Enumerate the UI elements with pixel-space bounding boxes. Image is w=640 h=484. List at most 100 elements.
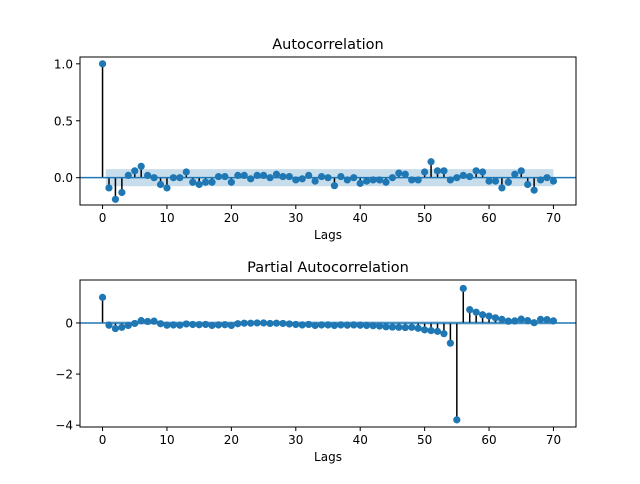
x-tick-label: 0 — [99, 433, 107, 447]
data-point — [240, 319, 248, 327]
x-axis-label: Lags — [314, 450, 342, 464]
data-point — [433, 167, 442, 175]
data-point — [156, 180, 165, 189]
x-tick-label: 50 — [417, 433, 432, 447]
data-point — [440, 167, 448, 175]
data-point — [137, 162, 145, 170]
y-tick-label: −2 — [55, 368, 73, 382]
data-point — [118, 323, 126, 331]
data-point — [446, 339, 454, 347]
data-point — [440, 330, 448, 338]
data-point — [272, 170, 281, 178]
data-point — [491, 177, 500, 185]
data-point — [478, 168, 487, 176]
x-tick-label: 10 — [159, 211, 174, 225]
data-point — [259, 171, 268, 179]
x-tick-label: 20 — [224, 433, 239, 447]
data-point — [253, 319, 261, 327]
data-point — [259, 319, 268, 327]
data-point — [427, 158, 435, 166]
x-tick-label: 30 — [288, 433, 303, 447]
data-point — [221, 172, 229, 181]
data-point — [363, 321, 371, 330]
data-point — [343, 176, 351, 184]
data-point — [356, 321, 364, 329]
data-point — [195, 321, 203, 329]
data-point — [504, 317, 512, 325]
data-point — [466, 172, 474, 181]
data-point — [214, 172, 223, 181]
data-point — [414, 176, 422, 184]
data-point — [227, 321, 235, 330]
data-point — [279, 172, 287, 181]
x-tick-label: 70 — [546, 211, 561, 225]
data-point — [131, 319, 139, 328]
data-point — [401, 170, 409, 178]
data-point — [208, 178, 216, 186]
data-point — [176, 321, 184, 329]
data-point — [388, 174, 397, 182]
data-point — [305, 171, 313, 179]
data-point — [227, 178, 235, 186]
data-point — [234, 320, 242, 328]
data-point — [549, 317, 558, 325]
data-point — [156, 320, 165, 328]
data-point — [144, 317, 152, 326]
x-tick-label: 40 — [353, 433, 368, 447]
data-point — [98, 293, 107, 301]
data-point — [105, 184, 113, 192]
data-point — [163, 321, 171, 329]
data-point — [124, 171, 132, 179]
data-point — [421, 168, 429, 176]
data-point — [337, 172, 345, 181]
data-point — [208, 321, 216, 330]
data-point — [118, 188, 126, 197]
data-point — [375, 322, 384, 330]
data-point — [266, 174, 274, 182]
data-point — [253, 171, 261, 179]
data-point — [305, 320, 313, 329]
data-point — [234, 171, 242, 179]
data-point — [466, 306, 474, 314]
data-point — [195, 180, 203, 189]
data-point — [324, 321, 332, 329]
data-point — [472, 308, 480, 316]
data-point — [266, 319, 274, 328]
data-point — [285, 172, 293, 181]
data-point — [453, 416, 461, 424]
data-point — [433, 327, 442, 335]
data-point — [511, 317, 519, 325]
data-point — [221, 321, 229, 329]
data-point — [324, 174, 332, 182]
data-point — [356, 179, 364, 187]
data-point — [498, 184, 506, 192]
data-point — [350, 174, 358, 182]
data-point — [247, 175, 255, 183]
x-tick-label: 30 — [288, 211, 303, 225]
data-point — [549, 177, 558, 185]
data-point — [395, 323, 403, 331]
data-point — [131, 167, 139, 175]
data-point — [530, 319, 538, 327]
data-point — [189, 320, 197, 329]
data-point — [111, 195, 120, 203]
data-point — [285, 320, 293, 328]
data-point — [169, 174, 178, 182]
data-point — [330, 182, 339, 190]
data-point — [111, 324, 120, 333]
acf-panel: 0 10 20 30 40 50 60 70 1.0 0.5 0.0 Autocorrelation L… — [54, 37, 577, 242]
data-point — [472, 167, 480, 175]
data-point — [337, 321, 345, 329]
x-axis-label: Lags — [314, 228, 342, 242]
data-point — [401, 323, 409, 332]
x-tick-label: 10 — [159, 433, 174, 447]
data-point — [491, 314, 500, 322]
data-point — [317, 172, 326, 181]
data-point — [343, 321, 351, 329]
data-point — [427, 327, 435, 335]
chart-title: Partial Autocorrelation — [247, 260, 409, 276]
data-point — [240, 171, 248, 179]
data-point — [202, 320, 210, 329]
x-tick-label: 50 — [417, 211, 432, 225]
